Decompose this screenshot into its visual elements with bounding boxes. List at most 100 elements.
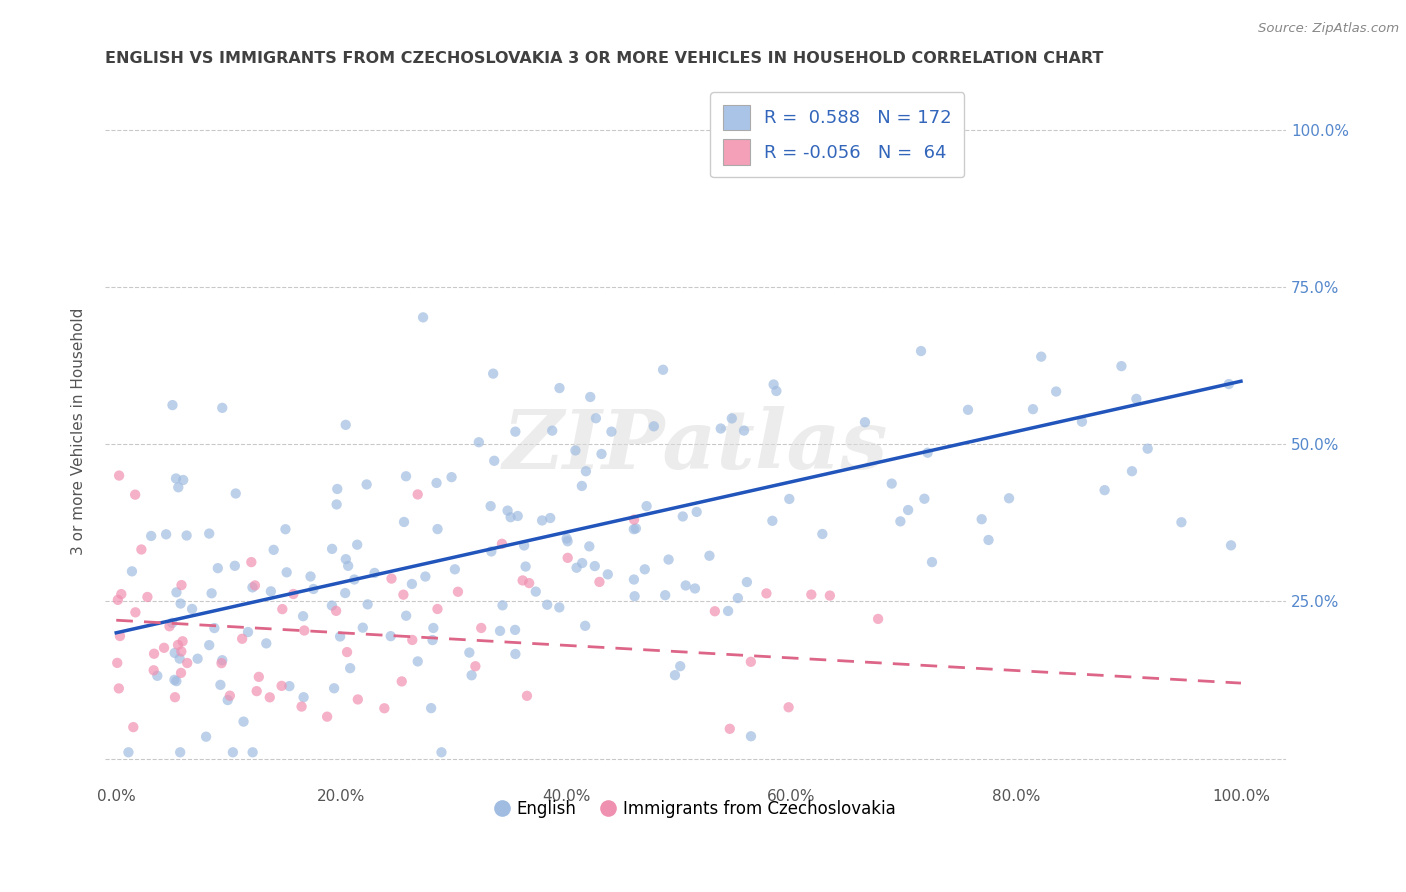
Point <box>271 602 294 616</box>
Point <box>195 730 218 744</box>
Point <box>512 574 534 588</box>
Point <box>165 471 187 485</box>
Point <box>170 578 193 592</box>
Point <box>170 644 193 658</box>
Point <box>422 633 444 648</box>
Point <box>574 619 596 633</box>
Point <box>225 486 247 500</box>
Point <box>167 638 190 652</box>
Point <box>343 573 366 587</box>
Point <box>740 655 762 669</box>
Point <box>169 745 191 759</box>
Point <box>165 674 187 689</box>
Point <box>172 473 194 487</box>
Point <box>412 310 434 325</box>
Point <box>970 512 993 526</box>
Point <box>458 646 481 660</box>
Point <box>623 512 645 526</box>
Point <box>557 550 579 565</box>
Point <box>588 574 610 589</box>
Point <box>209 678 232 692</box>
Text: Source: ZipAtlas.com: Source: ZipAtlas.com <box>1258 22 1399 36</box>
Point <box>260 584 283 599</box>
Point <box>921 555 943 569</box>
Point <box>491 537 513 551</box>
Point <box>163 690 186 705</box>
Point <box>316 709 339 723</box>
Point <box>122 720 145 734</box>
Point <box>198 638 221 652</box>
Point <box>337 558 360 573</box>
Point <box>505 647 527 661</box>
Point <box>654 588 676 602</box>
Point <box>167 480 190 494</box>
Point <box>643 419 665 434</box>
Point <box>675 578 697 592</box>
Point <box>1111 359 1133 373</box>
Point <box>291 699 314 714</box>
Point <box>172 634 194 648</box>
Point <box>292 690 315 705</box>
Point <box>224 558 246 573</box>
Point <box>811 527 834 541</box>
Point <box>160 615 183 630</box>
Point <box>211 656 233 670</box>
Point <box>105 656 128 670</box>
Point <box>198 526 221 541</box>
Point <box>778 700 800 714</box>
Point <box>479 499 502 513</box>
Point <box>420 701 443 715</box>
Point <box>380 572 402 586</box>
Point <box>222 745 245 759</box>
Legend: English, Immigrants from Czechoslovakia: English, Immigrants from Czechoslovakia <box>488 793 903 825</box>
Point <box>623 589 645 603</box>
Point <box>211 653 233 667</box>
Point <box>392 588 415 602</box>
Point <box>583 559 606 574</box>
Point <box>243 578 266 592</box>
Point <box>652 363 675 377</box>
Point <box>163 673 186 687</box>
Point <box>430 745 453 759</box>
Point <box>166 585 188 599</box>
Point <box>181 602 204 616</box>
Point <box>538 511 561 525</box>
Point <box>187 651 209 665</box>
Point <box>513 539 536 553</box>
Point <box>292 624 315 638</box>
Point <box>329 630 352 644</box>
Point <box>335 552 357 566</box>
Point <box>624 521 647 535</box>
Point <box>406 654 429 668</box>
Point <box>548 600 571 615</box>
Point <box>762 377 785 392</box>
Point <box>159 619 181 633</box>
Point <box>163 646 186 660</box>
Point <box>956 402 979 417</box>
Point <box>672 509 695 524</box>
Point <box>571 556 593 570</box>
Point <box>735 575 758 590</box>
Point <box>444 562 467 576</box>
Point <box>1170 515 1192 529</box>
Point <box>524 584 547 599</box>
Point <box>146 669 169 683</box>
Point <box>162 398 184 412</box>
Point <box>489 624 512 638</box>
Point <box>108 629 131 643</box>
Point <box>710 421 733 435</box>
Point <box>401 632 423 647</box>
Point <box>117 745 139 759</box>
Point <box>422 621 444 635</box>
Point <box>634 562 657 576</box>
Point <box>242 580 264 594</box>
Point <box>765 384 787 398</box>
Point <box>571 479 593 493</box>
Point <box>727 591 749 605</box>
Point <box>247 670 270 684</box>
Text: ENGLISH VS IMMIGRANTS FROM CZECHOSLOVAKIA 3 OR MORE VEHICLES IN HOUSEHOLD CORREL: ENGLISH VS IMMIGRANTS FROM CZECHOSLOVAKI… <box>105 51 1104 66</box>
Point <box>720 411 742 425</box>
Point <box>425 475 447 490</box>
Point <box>579 390 602 404</box>
Point <box>321 599 343 613</box>
